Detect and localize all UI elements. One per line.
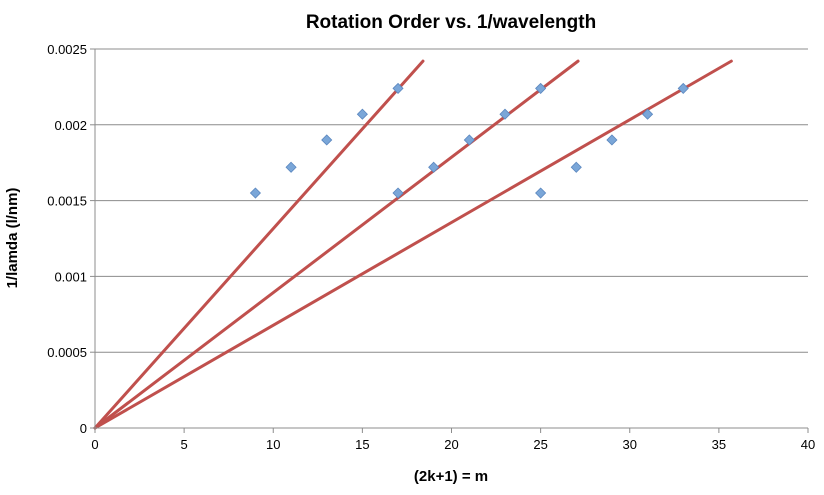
data-point <box>499 108 511 120</box>
data-point <box>392 82 404 94</box>
y-tick-label: 0.0015 <box>47 194 87 209</box>
x-tick-label: 5 <box>181 437 188 452</box>
y-tick-label: 0.001 <box>54 269 87 284</box>
x-tick-label: 10 <box>266 437 280 452</box>
y-tick-label: 0 <box>80 421 87 436</box>
x-axis-label: (2k+1) = m <box>414 468 488 485</box>
x-tick-label: 35 <box>712 437 726 452</box>
fit-line <box>93 59 580 430</box>
x-tick-label: 15 <box>355 437 369 452</box>
y-tick-label: 0.002 <box>54 118 87 133</box>
data-point <box>677 82 689 94</box>
y-tick-label: 0.0025 <box>47 42 87 57</box>
data-point <box>285 161 297 173</box>
x-tick-label: 30 <box>623 437 637 452</box>
x-tick-label: 0 <box>91 437 98 452</box>
y-axis-label: 1/lamda (l/nm) <box>4 188 21 289</box>
data-point <box>356 108 368 120</box>
data-point <box>428 161 440 173</box>
data-point <box>392 187 404 199</box>
x-tick-label: 40 <box>801 437 815 452</box>
data-point <box>321 134 333 146</box>
data-point <box>249 187 261 199</box>
data-point <box>642 108 654 120</box>
data-point <box>463 134 475 146</box>
x-tick-label: 20 <box>444 437 458 452</box>
data-point <box>535 187 547 199</box>
data-point <box>606 134 618 146</box>
y-tick-label: 0.0005 <box>47 345 87 360</box>
data-point <box>570 161 582 173</box>
chart-title: Rotation Order vs. 1/wavelength <box>306 12 596 33</box>
x-tick-label: 25 <box>533 437 547 452</box>
data-point <box>535 82 547 94</box>
fit-line <box>93 59 425 430</box>
fit-line <box>93 59 733 430</box>
